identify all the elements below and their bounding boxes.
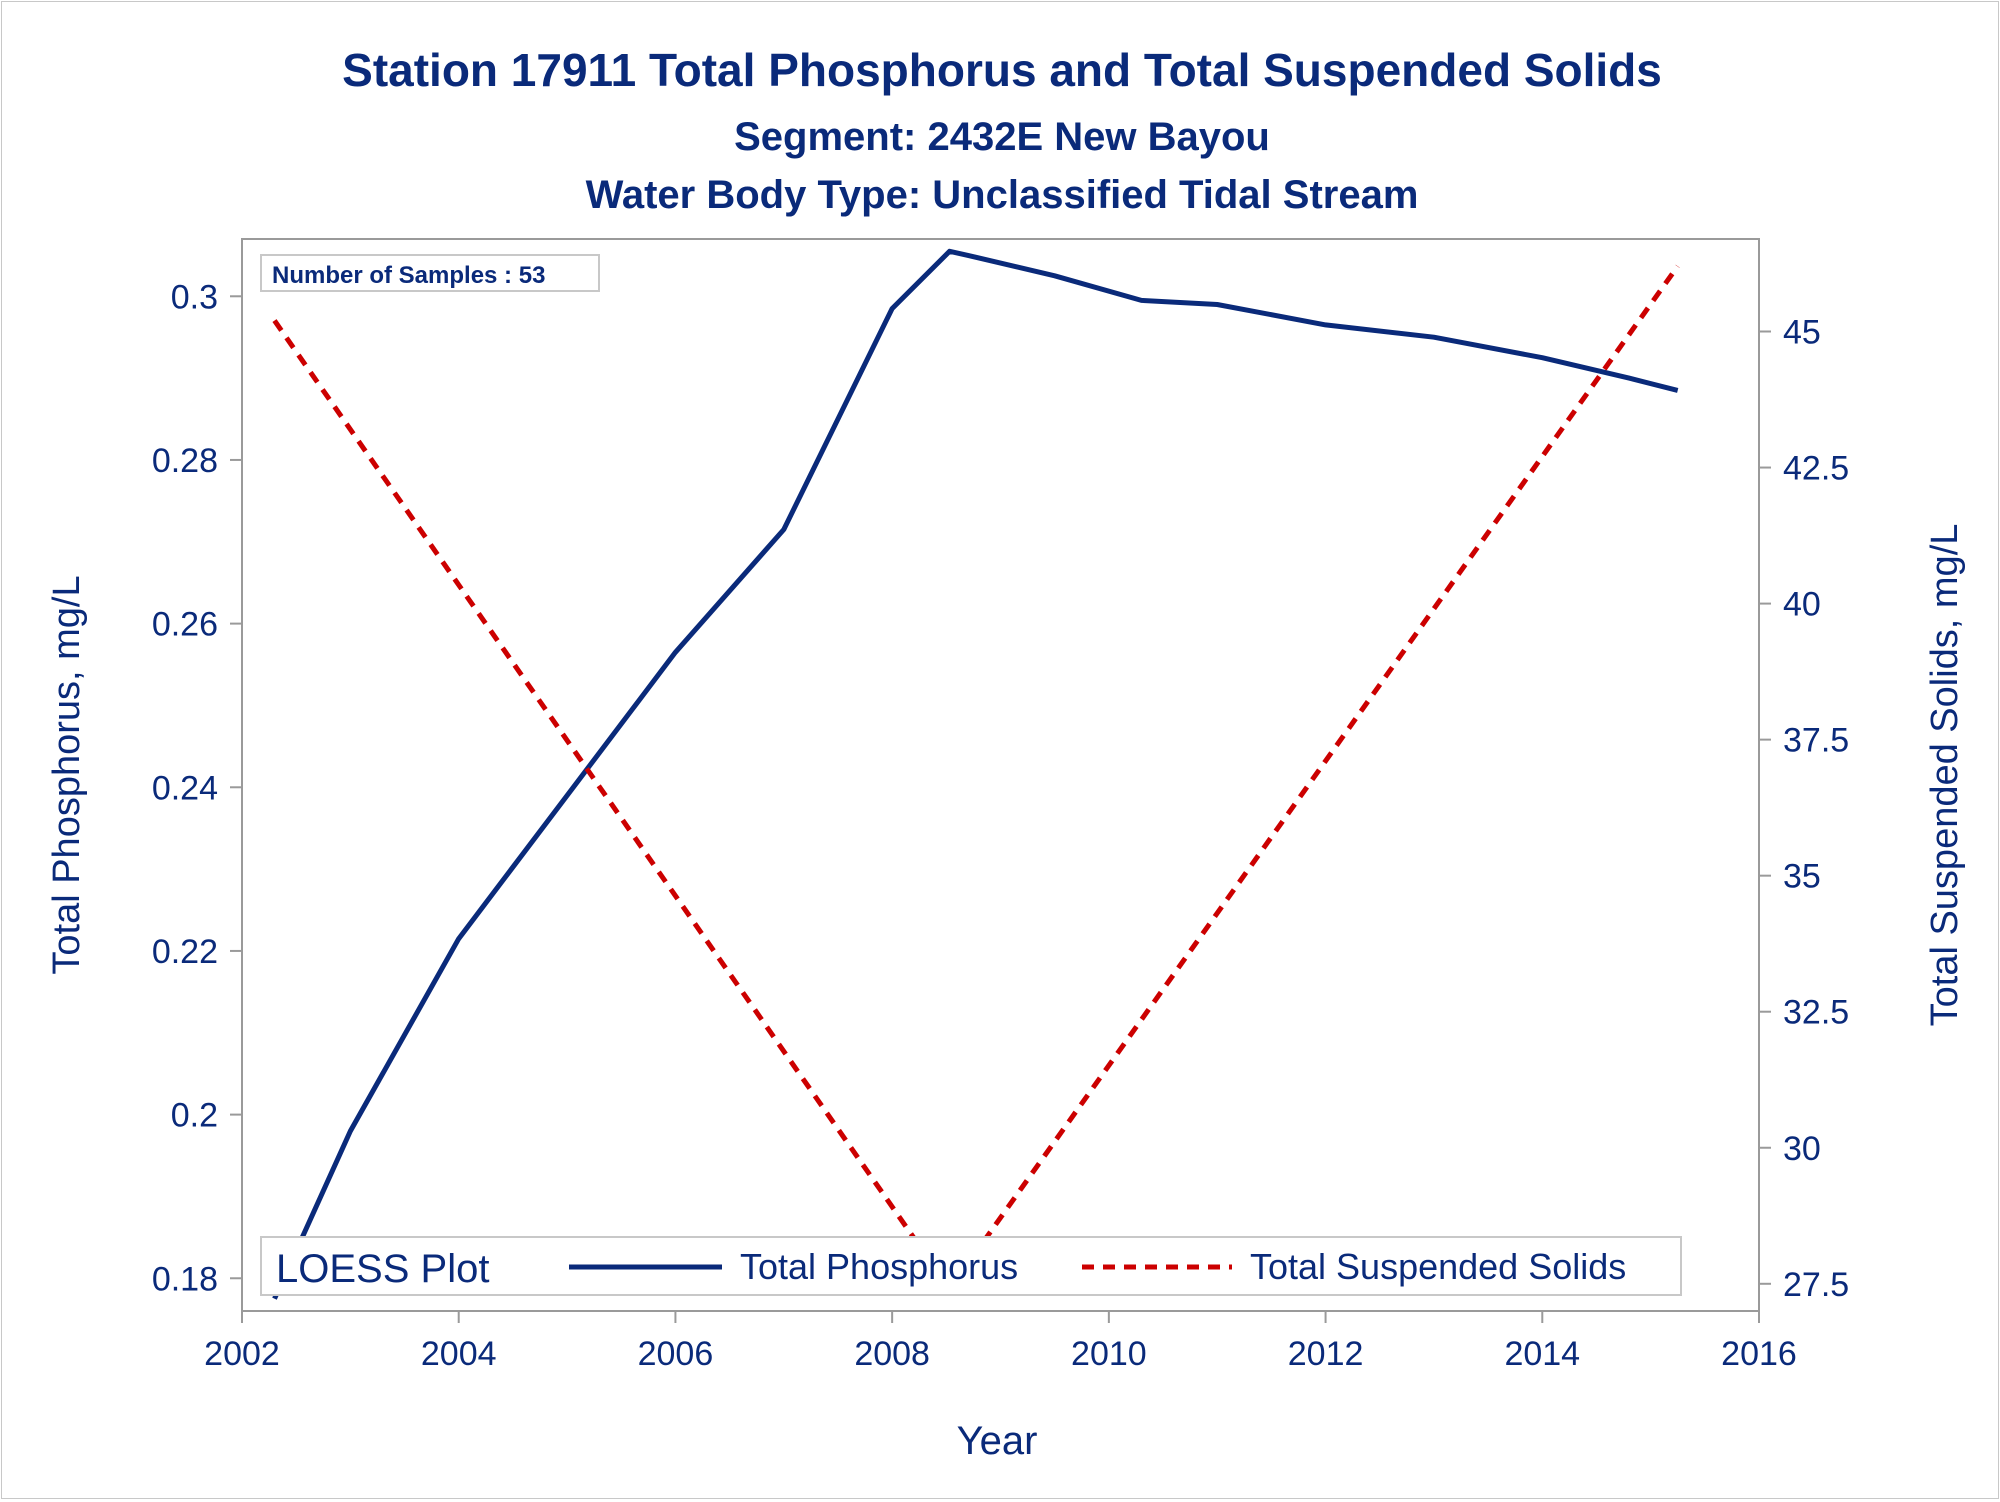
chart-subtitle: Segment: 2432E New Bayou	[734, 115, 1270, 159]
x-tick-label: 2010	[1071, 1335, 1147, 1373]
y2-tick-label: 42.5	[1783, 450, 1849, 488]
x-tick-label: 2016	[1721, 1335, 1797, 1373]
legend-label-total-phosphorus: Total Phosphorus	[740, 1246, 1018, 1287]
y-tick-label: 0.18	[152, 1260, 218, 1298]
y2-tick-label: 32.5	[1783, 994, 1849, 1032]
x-tick-label: 2004	[421, 1335, 497, 1373]
y2-tick-label: 27.5	[1783, 1266, 1849, 1304]
annotation-text: Number of Samples : 53	[272, 262, 545, 289]
y-tick-label: 0.2	[171, 1097, 218, 1135]
y2-tick-label: 35	[1783, 858, 1821, 896]
y-tick-label: 0.26	[152, 606, 218, 644]
chart-title: Station 17911 Total Phosphorus and Total…	[342, 44, 1662, 96]
series-layer	[272, 248, 1680, 1300]
x-tick-label: 2012	[1288, 1335, 1364, 1373]
y2-tick-label: 30	[1783, 1130, 1821, 1168]
x-tick-label: 2006	[638, 1335, 714, 1373]
y2-tick-label: 37.5	[1783, 722, 1849, 760]
y2-tick-label: 40	[1783, 586, 1821, 624]
plot-area	[241, 238, 1760, 1312]
y-axis-label: Total Phosphorus, mg/L	[46, 575, 88, 974]
x-axis: 2002 2004 2006 2008 2010 2012 2014 2016	[204, 1311, 1797, 1373]
annotation-box	[260, 254, 600, 292]
legend-box	[260, 1236, 1682, 1296]
y-tick-label: 0.24	[152, 769, 218, 807]
y-axis-left: 0.18 0.2 0.22 0.24 0.26 0.28 0.3	[152, 278, 242, 1298]
chart-subtitle-2: Water Body Type: Unclassified Tidal Stre…	[586, 173, 1419, 217]
y-tick-label: 0.28	[152, 442, 218, 480]
legend: LOESS Plot Total Phosphorus Total Suspen…	[260, 1236, 1682, 1296]
x-axis-label: Year	[957, 1419, 1038, 1463]
x-tick-label: 2008	[854, 1335, 930, 1373]
y-tick-label: 0.22	[152, 933, 218, 971]
x-tick-label: 2014	[1504, 1335, 1580, 1373]
y-tick-label: 0.3	[171, 278, 218, 316]
legend-title: LOESS Plot	[276, 1247, 489, 1291]
y2-axis-label: Total Suspended Solids, mg/L	[1924, 524, 1966, 1027]
x-tick-label: 2002	[204, 1335, 280, 1373]
series-line-total-phosphorus	[272, 248, 1679, 1300]
legend-label-total-suspended-solids: Total Suspended Solids	[1250, 1246, 1626, 1287]
series-line-total-suspended-solids	[272, 264, 1680, 1292]
y-axis-right: 27.5 30 32.5 35 37.5 40 42.5 45	[1759, 314, 1849, 1304]
y2-tick-label: 45	[1783, 314, 1821, 352]
sample-count-annotation: Number of Samples : 53	[260, 254, 600, 292]
